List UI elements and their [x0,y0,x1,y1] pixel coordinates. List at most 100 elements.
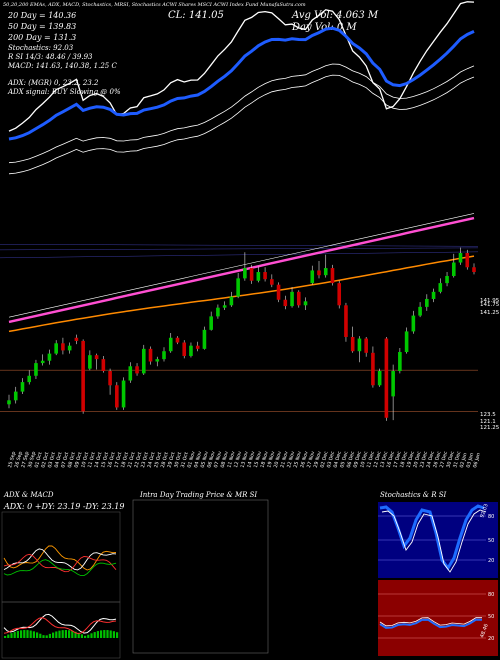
candle [101,355,106,373]
candle [141,344,146,375]
macd-histogram-bar [52,632,55,638]
adx-line [3,548,117,571]
adx-signal-label: ADX signal: BUY Slowing @ 0% [8,88,121,96]
macd-histogram-bar [32,631,35,638]
date-label: 17 Dec [392,450,402,468]
avg-volume-label: Avg Vol: 4.063 M [292,10,379,21]
candle [337,280,342,309]
candle-body [451,262,456,276]
macd-histogram-bar [26,630,29,638]
date-label: 16 Oct [107,451,117,468]
macd-histogram-bar [61,630,64,638]
macd-histogram-bar [4,636,7,638]
date-label: 31 Dec [452,450,462,468]
date-label: 12 Nov [233,450,243,468]
date-label: 15 Oct [100,451,110,468]
candle-body [465,253,470,268]
date-label: 29 Oct [167,451,177,468]
adx-macd-title: ADX & MACD [4,491,54,499]
date-label: 17 Oct [113,451,123,468]
candle-body [195,345,200,349]
date-label: 09 Dec [353,450,363,468]
macd-histogram-bar [10,633,13,638]
candle-body [88,355,92,369]
date-label: 06 Jan [472,452,482,468]
candle-body [101,359,106,372]
candle-body [364,338,368,353]
rsi-value: 48.46 [479,623,490,639]
price-gridline [0,244,479,247]
macd-histogram-bar [36,632,39,638]
close-price-label: CL: 141.05 [168,10,224,21]
date-label: 25 Oct [153,451,163,468]
stochastics-value: 92.03 [479,503,490,519]
candle-body [94,355,99,360]
date-label: 30 Sep [27,451,37,469]
candle [47,349,52,365]
macd-histogram-bar [45,635,48,638]
date-label: 01 Oct [34,451,44,468]
candle-body [20,382,25,392]
macd-histogram-bar [93,632,96,638]
date-label: 02 Oct [40,451,50,468]
stoch-level-label: 50 [488,538,494,544]
candle [182,340,187,359]
ema200-label: 200 Day = 131.3 [8,33,77,42]
ema100-lower-line [8,74,475,175]
day-volume-label: Day Vol: 0 M [292,22,357,33]
candle-body [330,268,335,284]
candle [398,348,402,374]
band-line [8,216,475,324]
date-label: 23 Oct [140,451,150,468]
candle [425,294,429,311]
macd-line [3,617,117,635]
price-gridline [0,251,479,259]
candle-body [303,301,308,306]
macd-histogram-bar [103,630,106,638]
candle [81,339,85,414]
date-label: 12 Dec [372,450,382,468]
date-label: 06 Dec [346,450,356,468]
date-label: 03 Jan [465,452,475,468]
stoch-rsi-title: Stochastics & R SI [380,491,447,499]
candle-body [175,337,180,343]
date-label: 04 Dec [333,450,343,468]
candle-body [296,291,301,306]
date-label: 27 Sep [20,451,30,469]
date-label: 02 Jan [459,452,469,468]
candle [168,333,173,353]
macd-histogram-bar [109,630,112,638]
candle-body [162,351,166,360]
candle-body [371,352,375,386]
candle-body [290,291,294,307]
candle [330,264,335,286]
candle [290,287,294,308]
adx-values: ADX: 0 +DY: 23.19 -DY: 23.19 [4,502,125,511]
candle [155,356,160,367]
candle-body [337,283,342,306]
candle-body [135,366,139,374]
candle [88,350,92,371]
candle [162,347,166,362]
macd-line [3,613,117,634]
macd-label: MACD: 141.63, 140.38, 1.25 C [8,62,117,70]
date-label: 09 Oct [74,451,84,468]
candle-body [438,283,443,292]
candle [243,252,247,281]
adx-line [3,559,117,577]
candle [465,249,470,270]
candle-body [411,315,416,332]
candle-body [148,348,153,362]
price-axis-label: 121.25 [480,425,500,431]
macd-histogram-bar [90,633,93,638]
candle [40,354,45,366]
band-upper-line [8,213,475,318]
candle [67,342,72,354]
candle [94,353,99,370]
intraday-title: Intra Day Trading Price & MR SI [140,491,258,499]
candle-body [418,306,422,316]
candle [236,272,240,299]
rsi-line [379,618,483,629]
date-label: 25 Sep [7,451,17,469]
macd-histogram-bar [96,631,99,638]
